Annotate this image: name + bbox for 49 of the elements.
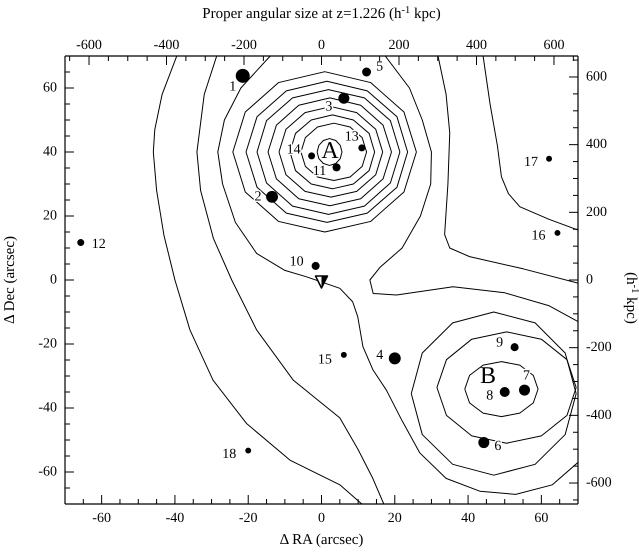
x2-tick-label: 0 (318, 38, 325, 53)
annotation: 12 (92, 237, 106, 252)
x-tick-label: 0 (318, 511, 325, 526)
x-axis-title: Δ RA (arcsec) (280, 532, 364, 548)
annotation: 18 (222, 447, 236, 462)
y-tick-label: 20 (43, 208, 57, 224)
x2-axis-title: Proper angular size at z=1.226 (h$^{-1}$ kpc) (202, 4, 441, 22)
y-tick-label: -60 (38, 464, 57, 480)
x2-tick-label: -600 (76, 38, 102, 53)
x-tick-label: 40 (461, 511, 476, 526)
annotation: 15 (318, 352, 332, 368)
annotation: B (480, 363, 496, 389)
y2-tick-label: 0 (586, 272, 593, 288)
x-tick-label: 20 (388, 511, 402, 526)
annotation: 8 (486, 388, 494, 404)
y2-tick-label: -400 (586, 408, 612, 423)
annotation: 4 (376, 348, 384, 363)
y-tick-label: 40 (43, 144, 57, 160)
y-tick-label: -20 (38, 336, 57, 352)
y-tick-label: -40 (38, 400, 57, 416)
x2-tick-label: 200 (388, 38, 410, 53)
y2-tick-label: 200 (586, 204, 607, 220)
annotation: 16 (531, 228, 546, 244)
y2-tick-label: 600 (586, 69, 607, 84)
annotation: 11 (312, 164, 326, 179)
annotation: 7 (523, 368, 530, 384)
y-tick-label: 0 (50, 272, 57, 288)
annotation: 1 (229, 79, 236, 94)
annotation: A (321, 138, 340, 164)
x2-tick-label: -200 (231, 38, 257, 53)
x2-tick-label: -400 (154, 38, 180, 53)
y-tick-label: 60 (43, 80, 57, 96)
annotation: 9 (496, 336, 504, 351)
x-tick-label: 60 (534, 511, 548, 526)
x-tick-label: -60 (92, 511, 111, 526)
y2-tick-label: -200 (586, 340, 612, 356)
x-tick-label: -40 (166, 511, 184, 526)
y2-tick-label: 400 (586, 137, 607, 152)
x-tick-label: -20 (238, 511, 258, 526)
x2-tick-label: 600 (543, 38, 564, 53)
annotation: 10 (290, 254, 304, 270)
annotation: 13 (344, 129, 359, 144)
y-axis-title: Δ Dec (arcsec) (2, 236, 18, 324)
x2-tick-label: 400 (466, 38, 487, 53)
y2-tick-label: -600 (586, 476, 612, 491)
annotation: 6 (494, 439, 502, 454)
annotation: 2 (254, 189, 262, 204)
annotation: 17 (524, 155, 538, 170)
annotation: 5 (376, 60, 384, 74)
